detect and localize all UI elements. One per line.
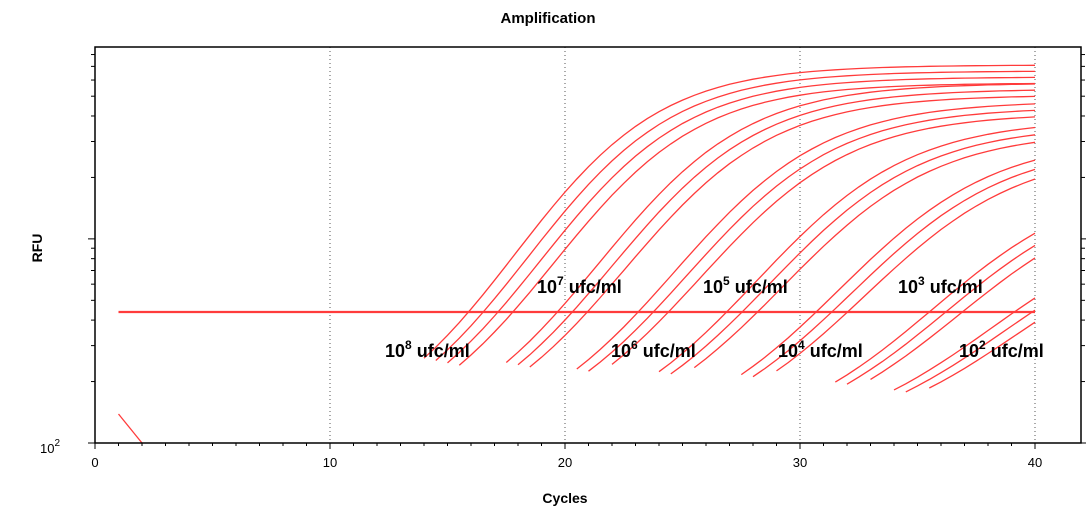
amplification-curve	[458, 82, 1036, 366]
amplification-curve	[423, 64, 1036, 359]
x-tick-label: 0	[91, 455, 98, 470]
concentration-label: 105 ufc/ml	[703, 274, 788, 297]
y-tick-label: 102	[40, 438, 60, 456]
x-tick-label: 20	[558, 455, 572, 470]
amplification-curve	[447, 76, 1036, 364]
x-tick-label: 10	[323, 455, 337, 470]
baseline-artifact-curve	[117, 413, 143, 444]
concentration-label: 103 ufc/ml	[898, 274, 983, 297]
amplification-curve	[576, 103, 1036, 370]
x-tick-label: 30	[793, 455, 807, 470]
amplification-curve	[928, 321, 1036, 389]
amplification-curve	[517, 89, 1036, 366]
concentration-label: 102 ufc/ml	[959, 338, 1044, 361]
amplification-curve	[693, 141, 1036, 369]
amplification-curve	[670, 134, 1036, 375]
amplification-curve	[870, 257, 1036, 380]
amplification-curve	[435, 70, 1035, 361]
amplification-curve	[529, 95, 1036, 368]
chart-title: Amplification	[500, 10, 595, 27]
concentration-label: 106 ufc/ml	[611, 338, 696, 361]
amplification-curve	[834, 232, 1036, 383]
amplification-curves	[117, 64, 1036, 444]
amplification-curve	[505, 83, 1036, 363]
axis-ticks	[88, 54, 1086, 449]
concentration-label: 107 ufc/ml	[537, 274, 622, 297]
amplification-curve	[611, 116, 1036, 365]
amplification-curve	[776, 178, 1036, 372]
y-axis-label: RFU	[29, 234, 45, 263]
amplification-curve	[846, 244, 1036, 385]
amplification-curve	[893, 297, 1036, 391]
amplification-curve	[658, 126, 1036, 373]
amplification-curve	[588, 109, 1036, 372]
x-axis-label: Cycles	[542, 490, 587, 506]
amplification-curve	[752, 168, 1036, 378]
concentration-label: 104 ufc/ml	[778, 338, 863, 361]
concentration-labels: 108 ufc/ml 107 ufc/ml 106 ufc/ml 105 ufc/ml…	[385, 274, 1044, 361]
x-tick-label: 40	[1028, 455, 1042, 470]
amplification-curve	[740, 159, 1036, 376]
vertical-gridlines	[329, 47, 1036, 443]
amplification-curve	[905, 309, 1036, 393]
plot-area	[94, 46, 1082, 444]
x-tick-labels: 0 10 20 30 40	[91, 455, 1042, 470]
concentration-label: 108 ufc/ml	[385, 338, 470, 361]
